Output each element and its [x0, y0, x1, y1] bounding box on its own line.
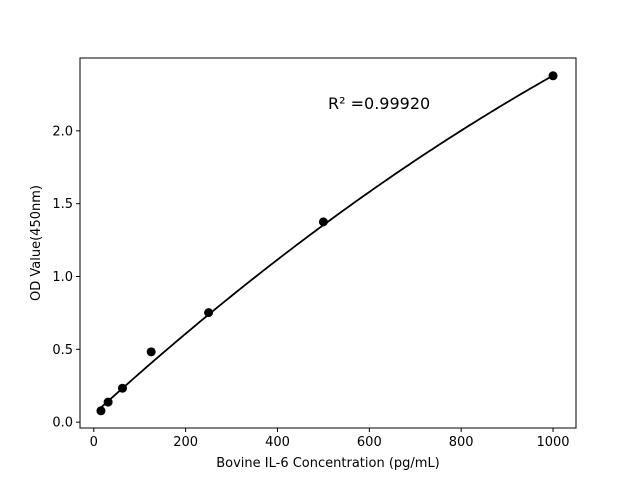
- y-tick-label: 0.5: [52, 343, 73, 358]
- x-axis-ticks: 0 200 400 600 800 1000: [90, 428, 570, 450]
- x-tick-label: 1000: [536, 435, 569, 450]
- y-tick-label: 2.0: [52, 124, 73, 139]
- fit-curve: [100, 74, 554, 409]
- x-tick-label: 0: [90, 435, 98, 450]
- y-axis-label: OD Value(450nm): [29, 185, 44, 301]
- x-tick-label: 600: [357, 435, 382, 450]
- data-point: [103, 397, 113, 407]
- data-point: [146, 347, 156, 357]
- plot-frame: [79, 57, 577, 429]
- r-squared-annotation: R² =0.99920: [328, 94, 430, 113]
- x-tick-label: 200: [173, 435, 198, 450]
- x-tick-label: 400: [265, 435, 290, 450]
- data-points: [96, 71, 558, 416]
- y-tick-label: 1.0: [52, 270, 73, 285]
- data-point: [318, 217, 328, 227]
- x-tick-label: 800: [449, 435, 474, 450]
- data-point: [204, 308, 214, 318]
- y-tick-label: 1.5: [52, 197, 73, 212]
- data-point: [548, 71, 558, 81]
- data-point: [117, 383, 127, 393]
- y-axis-ticks: 0.0 0.5 1.0 1.5 2.0: [52, 124, 80, 431]
- x-axis-label: Bovine IL-6 Concentration (pg/mL): [216, 456, 440, 471]
- y-tick-label: 0.0: [52, 416, 73, 431]
- data-point: [96, 406, 106, 416]
